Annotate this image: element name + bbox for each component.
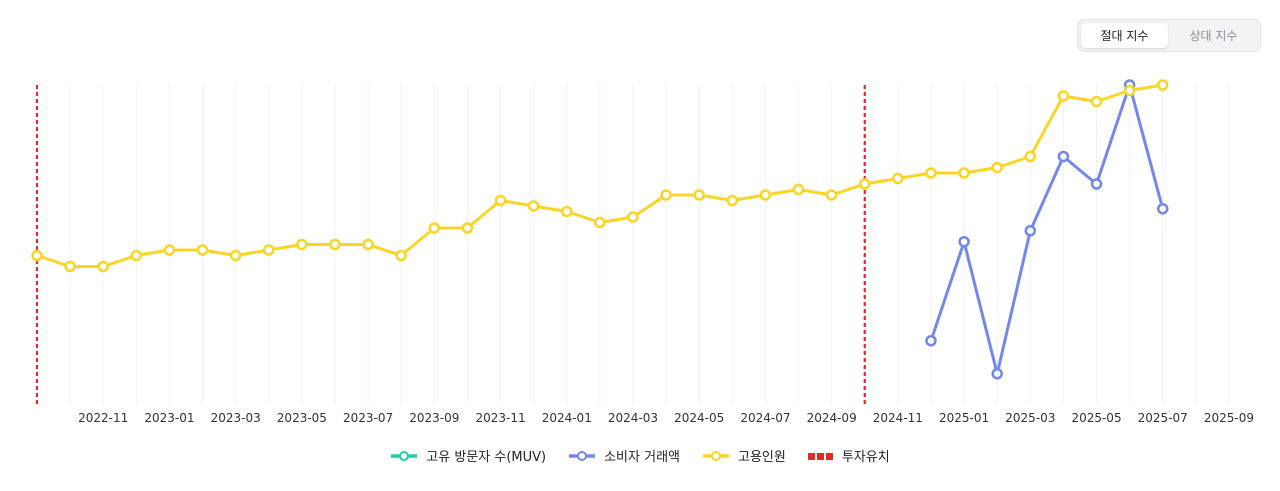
series-employees-point	[1090, 95, 1103, 108]
x-tick-label: 2025-01	[939, 411, 989, 425]
series-employees-point	[792, 183, 805, 196]
series-employees-point	[329, 238, 341, 251]
series-employees-point	[594, 216, 606, 229]
series-employees-point	[825, 189, 838, 201]
x-tick-label: 2023-05	[277, 411, 327, 425]
legend-muv-marker	[399, 450, 410, 461]
series-employees-point	[527, 200, 540, 212]
series-employees-point	[263, 244, 275, 256]
x-tick-label: 2023-03	[211, 411, 261, 425]
series-employees-point	[1024, 150, 1037, 163]
legend-transaction-label: 소비자 거래액	[604, 450, 680, 465]
series-employees-point	[296, 238, 308, 251]
x-tick-label: 2023-01	[144, 411, 194, 425]
legend-investment-dash-1	[807, 452, 815, 460]
series-employees-point	[196, 244, 209, 256]
series-employees-point	[461, 222, 474, 234]
legend-employees-marker	[711, 450, 721, 461]
index-mode-toggle: 절대 지수 상대 지수	[1077, 19, 1261, 52]
x-tick-label: 2024-01	[542, 411, 592, 425]
series-employees-point	[31, 249, 43, 262]
series-employees-point	[130, 249, 143, 262]
series-transaction-point	[1057, 150, 1070, 163]
series-employees-point	[428, 222, 441, 234]
x-tick-label: 2024-03	[608, 411, 658, 425]
series-employees-point	[660, 189, 672, 201]
series-employees-point	[395, 249, 407, 262]
legend-item-employees[interactable]: 고용인원	[702, 446, 786, 465]
line-chart: 2022-11 2023-01 2023-03 2023-05 2023-07 2023-…	[31, 79, 1254, 425]
series-employees-point	[1057, 90, 1070, 102]
x-tick-label: 2023-09	[409, 411, 459, 425]
series-employees-point	[892, 172, 904, 185]
series-employees-point	[229, 249, 242, 262]
series-employees-point	[1123, 84, 1136, 97]
x-tick-label: 2022-11	[78, 411, 128, 425]
legend-transaction-swatch	[569, 450, 596, 461]
series-employees-point	[759, 189, 772, 201]
relative-index-button[interactable]: 상대 지수	[1170, 23, 1257, 48]
legend-investment-dash-3	[825, 452, 833, 460]
series-employees-point	[693, 189, 705, 201]
series-transaction-point	[925, 335, 937, 347]
series-transaction-point	[991, 368, 1003, 380]
legend-investment-dash-2	[816, 452, 824, 460]
series-employees-point	[958, 167, 970, 179]
x-tick-label: 2025-05	[1071, 411, 1121, 425]
x-tick-label: 2024-11	[873, 411, 923, 425]
x-tick-label: 2025-03	[1005, 411, 1055, 425]
legend-transaction-marker	[577, 450, 588, 461]
x-tick-label: 2024-07	[740, 411, 790, 425]
legend-muv-swatch	[391, 450, 418, 461]
series-employees-point	[163, 244, 176, 256]
series-transaction-point	[1090, 178, 1103, 190]
legend-muv-label: 고유 방문자 수(MUV)	[426, 450, 547, 465]
legend-employees-swatch	[703, 450, 729, 461]
x-tick-label: 2023-07	[343, 411, 393, 425]
series-employees-point	[97, 260, 109, 273]
x-tick-label: 2024-09	[807, 411, 857, 425]
series-employees-point	[925, 167, 937, 179]
series-employees-point	[859, 178, 871, 190]
x-tick-label: 2025-07	[1138, 411, 1188, 425]
x-tick-label: 2025-09	[1204, 411, 1254, 425]
series-employees-point	[726, 194, 739, 207]
series-transaction-point	[1024, 225, 1037, 237]
legend-investment-label: 투자유치	[841, 450, 890, 465]
legend-employees-label: 고용인원	[738, 450, 786, 465]
legend-item-muv[interactable]: 고유 방문자 수(MUV)	[390, 446, 546, 465]
chart-legend: 고유 방문자 수(MUV) 소비자 거래액 고용인원 투자유치	[0, 446, 1280, 465]
series-employees-point	[64, 260, 76, 273]
series-transaction-point	[1156, 203, 1169, 215]
series-employees-point	[991, 161, 1003, 174]
x-tick-label: 2023-11	[475, 411, 525, 425]
legend-item-investment[interactable]: 투자유치	[807, 446, 890, 465]
legend-investment-swatch	[807, 452, 833, 460]
x-tick-label: 2024-05	[674, 411, 724, 425]
series-employees-point	[362, 238, 374, 251]
series-transaction-point	[958, 236, 970, 248]
absolute-index-button[interactable]: 절대 지수	[1081, 23, 1168, 48]
series-employees-point	[494, 194, 507, 207]
series-transaction-line	[929, 83, 1165, 376]
series-employees-point	[627, 211, 639, 223]
legend-item-transaction[interactable]: 소비자 거래액	[568, 446, 680, 465]
series-employees-point	[561, 205, 573, 218]
series-employees-point	[1156, 79, 1169, 91]
